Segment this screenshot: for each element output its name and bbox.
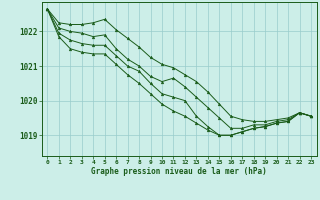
X-axis label: Graphe pression niveau de la mer (hPa): Graphe pression niveau de la mer (hPa) bbox=[91, 167, 267, 176]
